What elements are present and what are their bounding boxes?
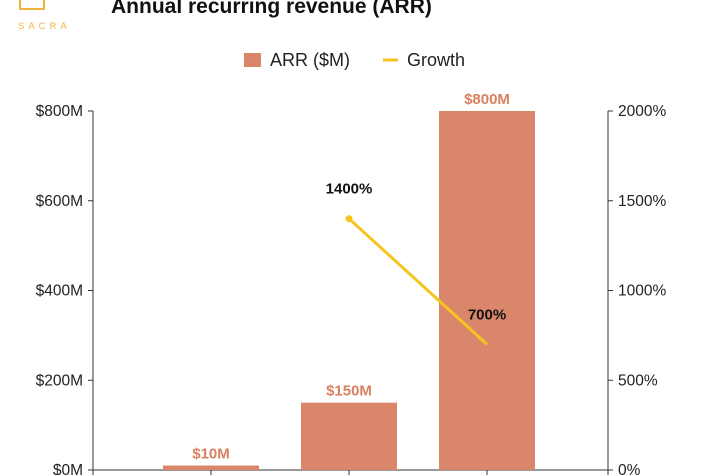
bars: $10M $150M $800M xyxy=(163,91,535,470)
growth-point xyxy=(345,215,353,223)
y-right-tick-label: 0% xyxy=(618,462,641,475)
y-left-tick-label: $400M xyxy=(36,283,83,300)
y-left-tick-label: $200M xyxy=(36,372,83,389)
axes: $0M $200M $400M $600M $800M 0% 500% 1000% 1500% 2… xyxy=(36,103,666,475)
growth-line xyxy=(347,217,489,346)
bar xyxy=(163,465,259,470)
y-right-tick-label: 1000% xyxy=(618,283,666,300)
y-left-tick-label: $0M xyxy=(53,462,83,475)
bar-data-label: $800M xyxy=(464,91,510,108)
growth-series: 1400% 700% xyxy=(326,181,506,346)
brand-name: SACRA xyxy=(18,21,71,32)
y-right-tick-label: 2000% xyxy=(618,103,666,120)
bar xyxy=(439,111,535,470)
sacra-logo-icon xyxy=(19,0,45,10)
bar-data-label: $150M xyxy=(326,383,372,400)
chart-title: Annual recurring revenue (ARR) xyxy=(111,0,432,18)
y-right-tick-label: 500% xyxy=(618,372,658,389)
growth-data-label: 700% xyxy=(468,306,506,323)
bar-data-label: $10M xyxy=(192,446,230,463)
legend: ARR ($M) Growth xyxy=(244,50,465,70)
y-left-tick-label: $800M xyxy=(36,103,83,120)
legend-label-arr: ARR ($M) xyxy=(270,50,350,70)
y-left-tick-label: $600M xyxy=(36,193,83,210)
brand-logo: SACRA xyxy=(0,0,80,40)
legend-swatch-arr xyxy=(244,53,261,67)
bar xyxy=(301,402,397,470)
legend-label-growth: Growth xyxy=(407,50,465,70)
y-right-tick-label: 1500% xyxy=(618,193,666,210)
growth-data-label: 1400% xyxy=(326,181,373,198)
